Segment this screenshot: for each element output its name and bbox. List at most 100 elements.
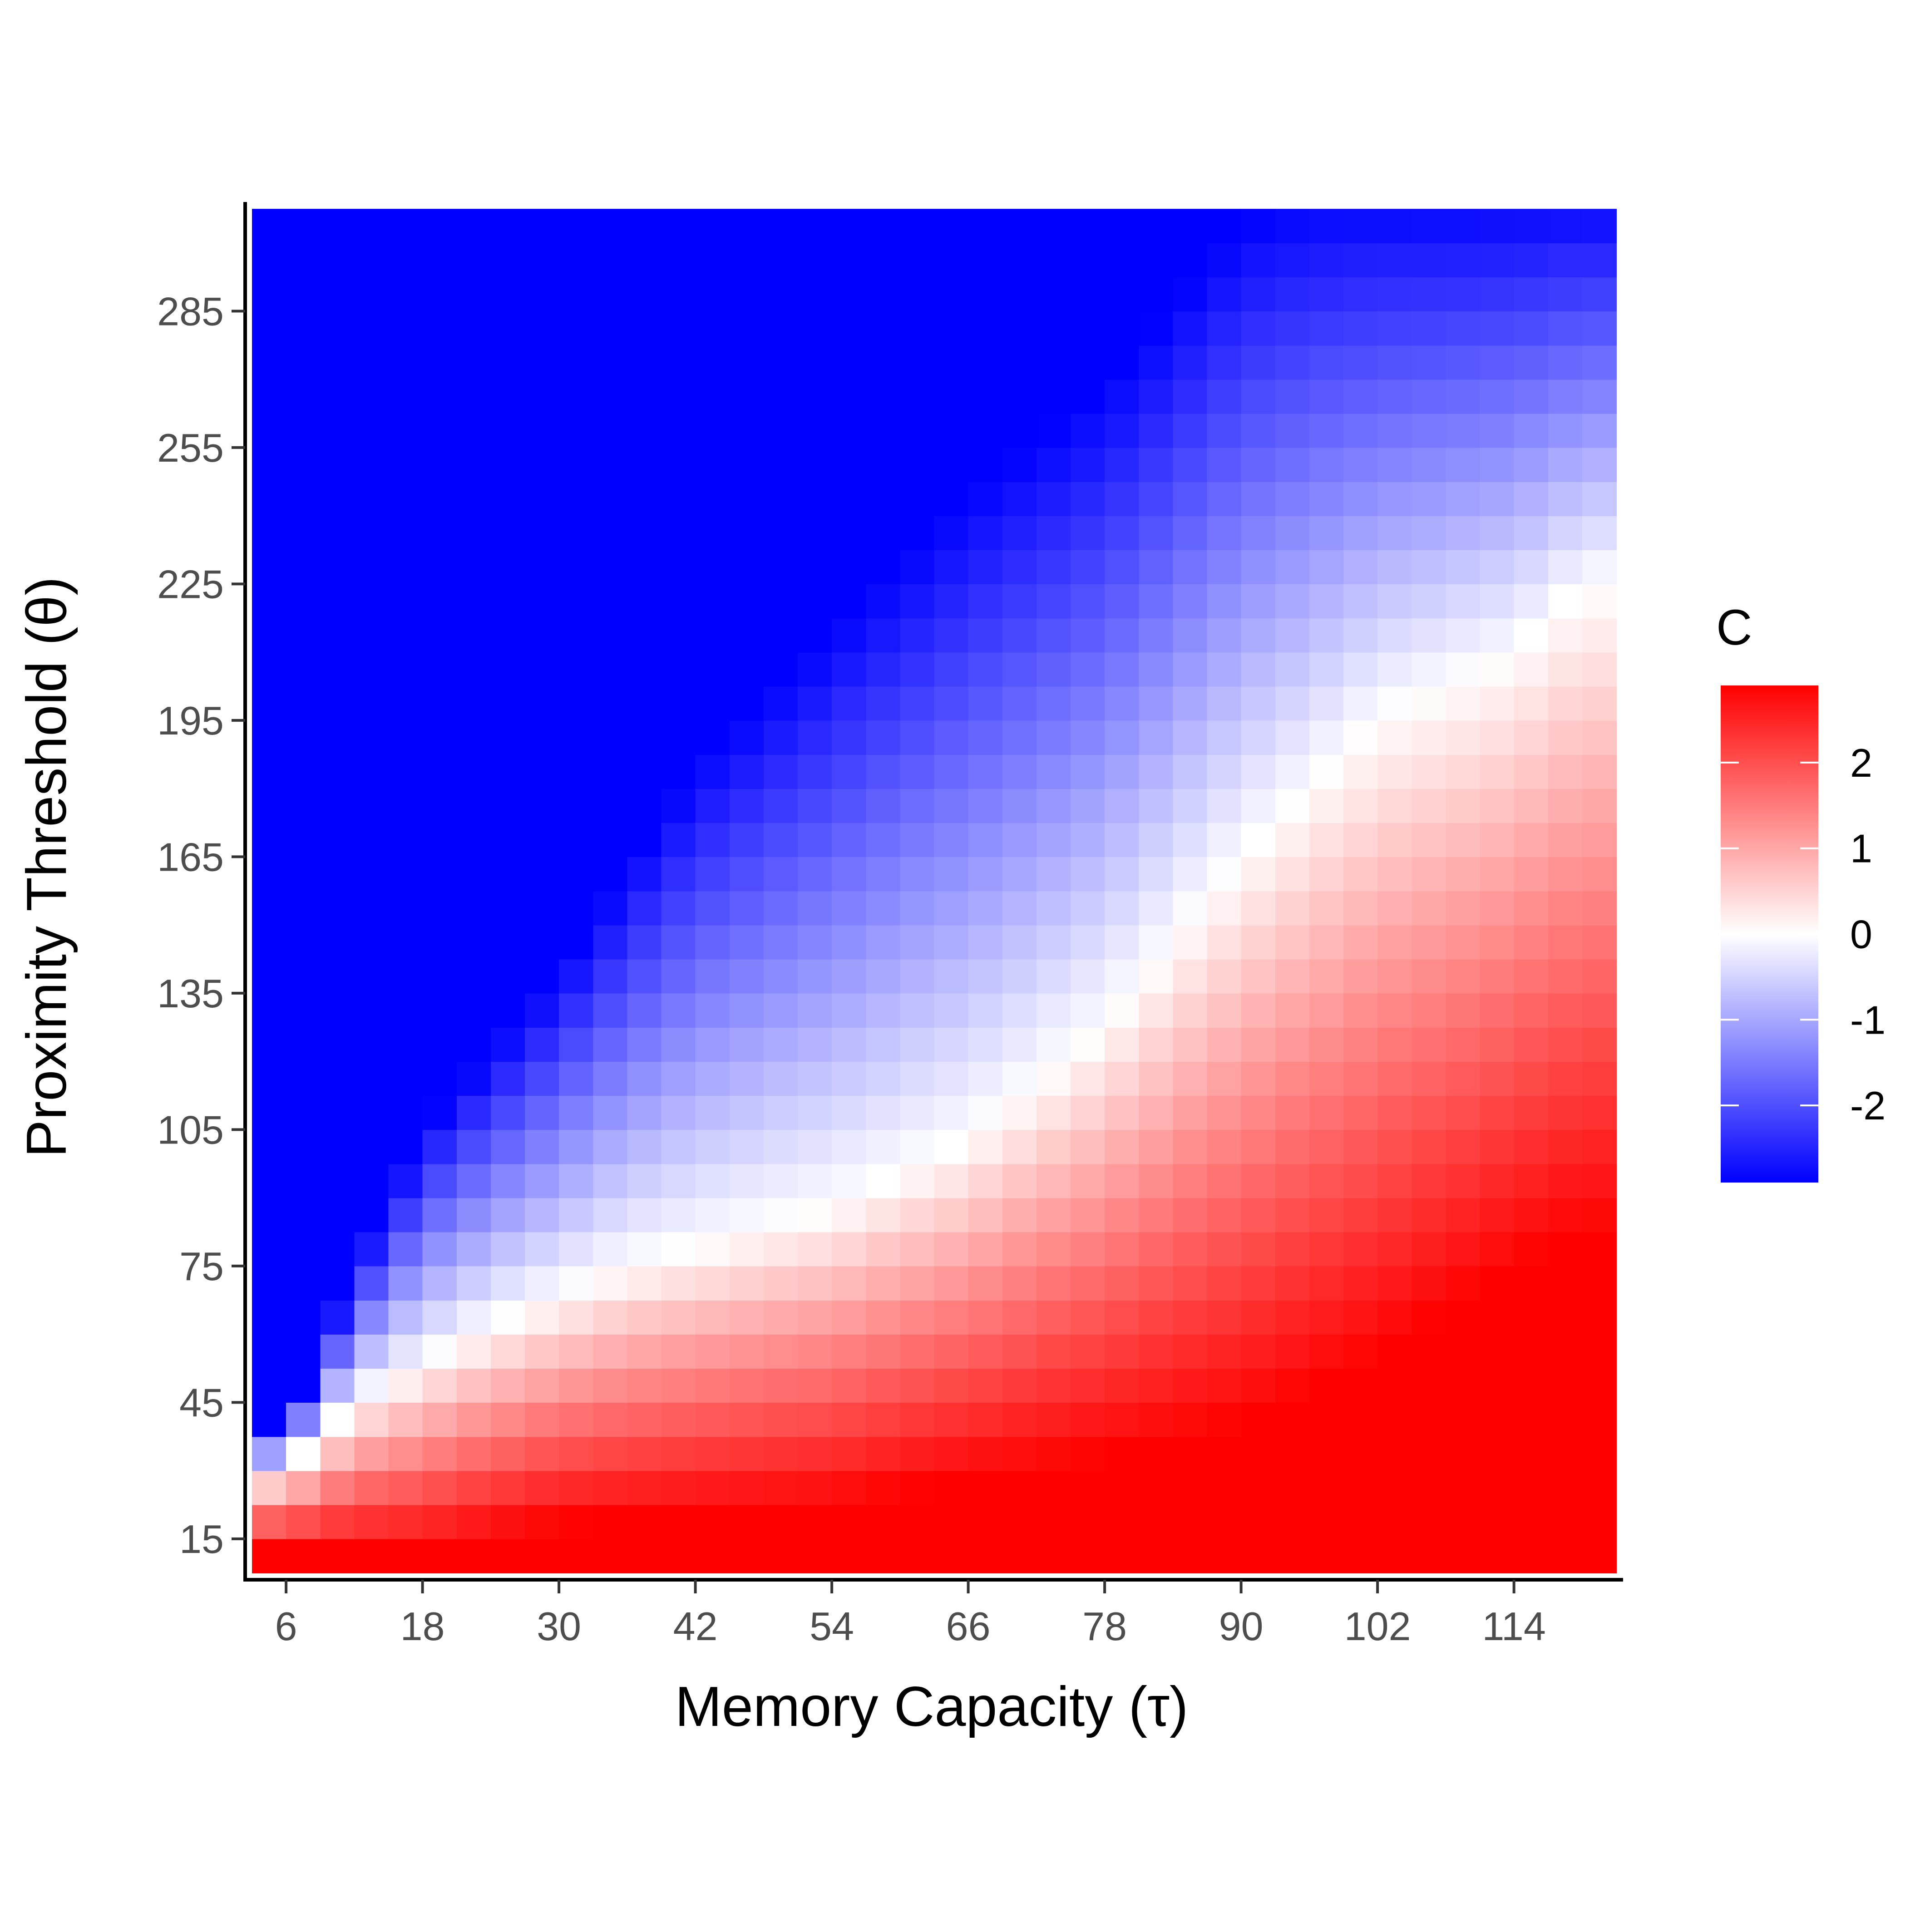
heatmap-cell [1377,345,1412,380]
heatmap-cell [1377,516,1412,551]
heatmap-cell [798,1095,832,1130]
heatmap-cell [422,516,457,551]
heatmap-cell [695,550,730,585]
heatmap-cell [900,959,935,994]
heatmap-cell [1309,277,1344,312]
heatmap-cell [729,652,764,687]
heatmap-cell [1446,959,1481,994]
heatmap-cell [1446,209,1481,243]
heatmap-cell [832,1095,867,1130]
heatmap-cell [1173,1402,1208,1437]
heatmap-cell [1002,618,1037,653]
heatmap-cell [525,1163,559,1198]
heatmap-cell [388,482,423,516]
heatmap-cell [593,447,628,482]
heatmap-cell [1309,959,1344,994]
heatmap-cell [1309,1538,1344,1573]
heatmap-cell [968,1538,1003,1573]
heatmap-cell [763,1470,798,1505]
heatmap-cell [252,277,286,312]
heatmap-cell [1275,413,1310,448]
heatmap-cell [1036,789,1071,823]
heatmap-cell [1275,720,1310,755]
heatmap-cell [1377,379,1412,414]
heatmap-cell [695,1538,730,1573]
heatmap-cell [593,618,628,653]
heatmap-cell [1343,1402,1378,1437]
heatmap-cell [559,1129,594,1164]
heatmap-cell [1275,1334,1310,1369]
heatmap-cell [798,413,832,448]
heatmap-cell [1343,482,1378,516]
heatmap-cell [1139,652,1174,687]
heatmap-cell [1446,1232,1481,1267]
heatmap-cell [388,1402,423,1437]
heatmap-cell [525,1470,559,1505]
heatmap-cell [968,1402,1003,1437]
heatmap-cell [1343,686,1378,721]
heatmap-cell [593,413,628,448]
heatmap-cell [1412,789,1446,823]
heatmap-cell [354,1368,389,1403]
heatmap-cell [1071,618,1105,653]
heatmap-cell [934,823,969,858]
heatmap-cell [661,482,696,516]
heatmap-cell [456,516,491,551]
heatmap-cell [320,652,355,687]
heatmap-cell [1343,209,1378,243]
heatmap-cell [1173,482,1208,516]
heatmap-cell [1514,652,1549,687]
heatmap-cell [388,243,423,278]
heatmap-cell [1275,891,1310,926]
heatmap-cell [1446,243,1481,278]
heatmap-cell [252,311,286,346]
heatmap-cell [832,652,867,687]
heatmap-cell [286,1198,321,1232]
heatmap-cell [525,618,559,653]
heatmap-cell [354,823,389,858]
heatmap-cell [695,789,730,823]
heatmap-cell [1036,379,1071,414]
heatmap-cell [832,1300,867,1335]
heatmap-cell [1582,652,1617,687]
heatmap-cell [388,1436,423,1471]
heatmap-cell [1446,379,1481,414]
heatmap-cell [490,1095,525,1130]
heatmap-cell [763,1027,798,1062]
heatmap-cell [866,1436,901,1471]
heatmap-cell [1173,209,1208,243]
heatmap-cell [695,1095,730,1130]
heatmap-cell [1036,1027,1071,1062]
heatmap-cell [1309,857,1344,892]
heatmap-cell [832,823,867,858]
heatmap-cell [1514,1368,1549,1403]
heatmap-cell [320,1095,355,1130]
heatmap-cell [1309,925,1344,960]
heatmap-cell [1002,243,1037,278]
heatmap-cell [252,891,286,926]
heatmap-cell [1480,652,1515,687]
heatmap-cell [1139,1129,1174,1164]
heatmap-cell [1548,209,1583,243]
heatmap-cell [1412,550,1446,585]
heatmap-cell [1241,550,1276,585]
heatmap-cell [968,379,1003,414]
heatmap-cell [388,754,423,789]
heatmap-cell [968,447,1003,482]
heatmap-cell [593,584,628,619]
heatmap-cell [1275,925,1310,960]
heatmap-cell [1105,1538,1140,1573]
heatmap-cell [388,1368,423,1403]
heatmap-cell [866,584,901,619]
heatmap-cell [1002,857,1037,892]
heatmap-cell [798,1129,832,1164]
heatmap-cell [1275,379,1310,414]
heatmap-cell [661,789,696,823]
heatmap-cell [1241,209,1276,243]
heatmap-cell [388,891,423,926]
heatmap-cell [525,1232,559,1267]
heatmap-cell [798,243,832,278]
heatmap-cell [490,1538,525,1573]
heatmap-cell [1105,1027,1140,1062]
